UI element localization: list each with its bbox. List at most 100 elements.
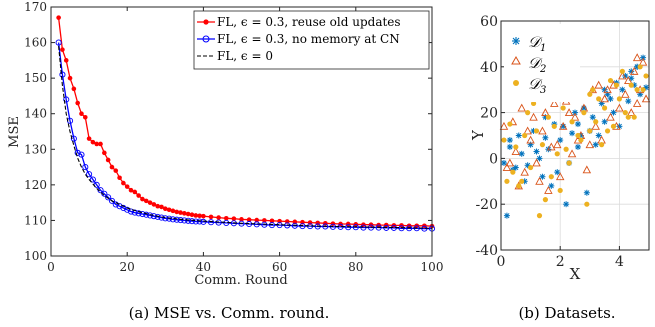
dataset-point-d3: [516, 183, 522, 189]
dataset-point-d3: [522, 132, 528, 139]
mse-point-0: [155, 203, 160, 209]
dataset-point-d3: [545, 114, 551, 120]
dataset-point-d1: [583, 189, 590, 196]
mse-point-0: [254, 217, 260, 223]
dataset-y-tick-label: 0: [489, 151, 498, 167]
dataset-point-d3: [504, 178, 510, 184]
dataset-point-d2: [615, 103, 624, 112]
dataset-point-d3: [575, 132, 581, 139]
caption-b: (b) Datasets.: [518, 304, 615, 322]
dataset-point-d3: [610, 123, 617, 129]
mse-point-1: [154, 213, 161, 220]
mse-point-0: [246, 217, 252, 223]
dataset-point-d2: [523, 126, 532, 135]
dataset-series-layer: [499, 53, 651, 219]
dataset-x-axis-label: X: [570, 265, 581, 283]
dataset-point-d1: [589, 114, 596, 121]
dataset-point-d3: [501, 137, 507, 143]
dataset-point-d2: [564, 108, 574, 117]
mse-point-0: [231, 216, 237, 221]
dataset-point-d1: [503, 212, 510, 219]
legend-marker-reuse: [203, 19, 209, 25]
mse-point-0: [136, 193, 141, 198]
mse-point-0: [117, 175, 122, 181]
dataset-y-tick-label: 60: [480, 14, 498, 30]
dataset-point-d3: [587, 91, 593, 97]
legend-marker-d2: [511, 55, 521, 65]
mse-point-0: [143, 198, 149, 204]
mse-point-1: [55, 39, 62, 46]
legend-marker-d1: [512, 37, 520, 45]
dataset-point-d1: [640, 54, 647, 61]
dataset-point-d2: [570, 112, 580, 121]
mse-point-0: [94, 141, 100, 147]
mse-point-0: [163, 206, 168, 211]
dataset-point-d3: [622, 110, 628, 116]
mse-y-tick-label: 130: [24, 142, 47, 156]
mse-point-0: [262, 218, 267, 223]
mse-point-1: [188, 218, 196, 225]
dataset-point-d1: [506, 143, 513, 150]
dataset-point-d2: [603, 85, 612, 94]
mse-point-1: [135, 210, 142, 217]
dataset-y-tick-label: -20: [475, 197, 498, 213]
mse-point-0: [170, 208, 176, 214]
dataset-point-d2: [585, 140, 595, 149]
dataset-point-d2: [641, 94, 651, 103]
mse-x-tick-label: 40: [196, 260, 211, 274]
dataset-point-d1: [592, 141, 599, 148]
mse-point-0: [124, 184, 130, 189]
dataset-point-d3: [539, 142, 546, 148]
dataset-chart-panel: 0 2 4 -40 -20 0 20 40 60 X Y 𝒟1 𝒟2 𝒟3 (b) Datase…: [469, 14, 651, 322]
dataset-point-d3: [631, 114, 637, 120]
dataset-point-d2: [624, 76, 633, 84]
mse-point-0: [86, 136, 92, 141]
dataset-point-d2: [547, 142, 556, 151]
dataset-point-d2: [621, 89, 630, 98]
dataset-axes-box: [500, 20, 650, 251]
dataset-point-d3: [640, 87, 646, 93]
mse-series-layer: [55, 15, 436, 232]
dataset-point-d2: [618, 71, 627, 80]
dataset-point-d3: [548, 174, 554, 180]
dataset-point-d1: [574, 143, 581, 150]
dataset-point-d3: [557, 187, 563, 194]
dataset-point-d1: [500, 159, 507, 166]
mse-x-tick-label: 80: [348, 260, 363, 274]
dataset-point-d3: [566, 160, 572, 166]
dataset-point-d1: [557, 137, 564, 144]
dataset-point-d1: [518, 150, 525, 157]
dataset-point-d3: [519, 178, 525, 184]
mse-point-0: [109, 164, 115, 170]
dataset-point-d3: [578, 137, 584, 143]
mse-y-tick-label: 100: [24, 249, 47, 263]
mse-y-tick-label: 110: [24, 213, 47, 227]
mse-point-0: [102, 150, 107, 156]
legend-marker-d3: [513, 80, 519, 86]
mse-point-1: [238, 220, 245, 227]
dataset-point-d3: [587, 128, 593, 134]
dataset-point-d2: [541, 108, 550, 117]
dataset-point-d1: [512, 164, 519, 171]
legend-label-reuse: FL, ϵ = 0.3, reuse old updates: [217, 15, 401, 29]
mse-point-1: [200, 218, 207, 225]
mse-point-0: [223, 215, 229, 221]
mse-x-tick-label: 20: [120, 260, 135, 274]
dataset-point-d1: [569, 130, 576, 137]
mse-chart-panel: 0 20 40 60 80 100 100 110 120 130 140 150 160 170 Com…: [7, 0, 443, 322]
dataset-point-d2: [532, 158, 541, 167]
dataset-point-d2: [632, 53, 642, 62]
dataset-y-tick-label: 40: [480, 60, 498, 76]
dataset-point-d3: [637, 64, 643, 70]
dataset-point-d2: [550, 98, 559, 107]
mse-point-0: [132, 189, 138, 195]
mse-point-0: [201, 213, 206, 219]
dataset-point-d2: [626, 108, 636, 117]
mse-point-0: [151, 202, 157, 207]
mse-point-0: [178, 210, 183, 215]
mse-point-0: [82, 114, 88, 120]
dataset-point-d2: [555, 172, 565, 181]
dataset-point-d1: [619, 86, 626, 93]
mse-point-0: [197, 213, 202, 219]
